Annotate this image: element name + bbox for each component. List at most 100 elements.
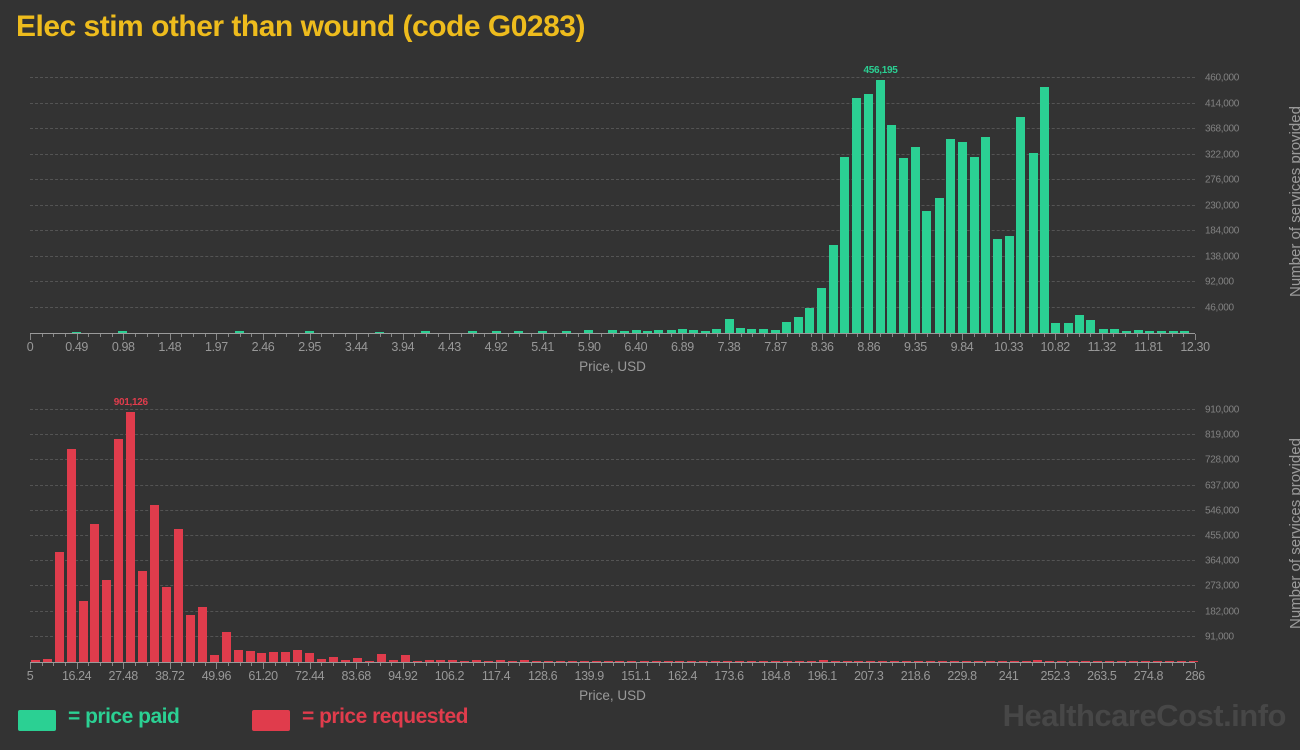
x-axis-tick-label: 2.95: [298, 340, 321, 354]
bar: [758, 660, 768, 662]
bar: [1164, 660, 1174, 662]
bar: [854, 660, 864, 662]
gridline: [30, 560, 1195, 562]
x-axis-minor-tick: [391, 663, 393, 666]
gridline: [30, 255, 1195, 257]
x-axis-tick-label: 241: [998, 669, 1019, 683]
x-axis-minor-tick: [554, 663, 556, 666]
x-axis-minor-tick: [1020, 663, 1022, 666]
bar: [946, 139, 956, 333]
bar: [902, 660, 912, 662]
bar: [1028, 153, 1038, 333]
bar: [712, 329, 722, 333]
x-axis-minor-tick: [880, 663, 882, 666]
gridline: [30, 459, 1195, 461]
gridline: [30, 509, 1195, 511]
x-axis-minor-tick: [1020, 334, 1022, 337]
x-axis-tick-label: 5.41: [531, 340, 554, 354]
x-axis-minor-tick: [880, 334, 882, 337]
bar: [1045, 660, 1055, 662]
bar: [806, 660, 816, 662]
x-axis-tick-label: 263.5: [1087, 669, 1117, 683]
gridline: [30, 128, 1195, 130]
x-axis-minor-tick: [612, 334, 614, 337]
x-axis-tick-label: 0.49: [65, 340, 88, 354]
x-axis-major-tick: [1148, 334, 1150, 340]
x-axis-minor-tick: [787, 334, 789, 337]
x-axis-minor-tick: [833, 663, 835, 666]
bar: [746, 660, 756, 662]
bar: [1109, 329, 1119, 333]
x-axis-minor-tick: [600, 334, 602, 337]
bar: [938, 660, 947, 662]
x-axis-major-tick: [1195, 334, 1196, 340]
x-axis-minor-tick: [41, 334, 43, 337]
x-axis-minor-tick: [1031, 334, 1033, 337]
bar: [78, 601, 88, 662]
x-axis-minor-tick: [647, 663, 649, 666]
gridline: [30, 635, 1195, 637]
x-axis-minor-tick: [845, 663, 847, 666]
x-axis-tick-label: 218.6: [900, 669, 931, 683]
y-axis-tick-label: 273,000: [1205, 580, 1240, 592]
x-axis-minor-tick: [1113, 663, 1115, 666]
x-axis-minor-tick: [181, 663, 183, 666]
bar: [161, 586, 171, 662]
x-axis-minor-tick: [1183, 663, 1185, 666]
x-axis-minor-tick: [973, 663, 975, 666]
x-axis-minor-tick: [461, 663, 463, 666]
x-axis-major-tick: [635, 663, 637, 669]
x-axis-minor-tick: [484, 663, 486, 666]
bar: [234, 331, 244, 333]
x-axis-tick-label: 10.33: [993, 340, 1024, 354]
y-axis-tick-label: 184,000: [1205, 225, 1240, 237]
x-axis-major-tick: [169, 334, 171, 340]
bar: [376, 653, 386, 662]
x-axis-tick-label: 3.44: [344, 340, 368, 354]
x-axis-minor-tick: [507, 663, 509, 666]
x-axis-tick-label: 286: [1185, 669, 1205, 683]
x-axis-tick-label: 9.84: [950, 340, 974, 354]
x-axis-minor-tick: [763, 663, 765, 666]
x-axis-major-tick: [449, 334, 451, 340]
x-axis-major-tick: [216, 663, 218, 669]
bar: [631, 329, 641, 333]
x-axis-minor-tick: [927, 334, 929, 337]
x-axis-tick-label: 173.6: [714, 669, 744, 683]
bar: [118, 331, 128, 333]
x-axis-major-tick: [1055, 334, 1057, 340]
gridline: [30, 153, 1195, 155]
gridline: [30, 610, 1195, 612]
plot-area[interactable]: [30, 395, 1198, 663]
x-axis-title: Price, USD: [579, 688, 646, 703]
plot-area[interactable]: [30, 60, 1195, 334]
legend-paid-swatch: [18, 710, 56, 731]
x-axis-minor-tick: [53, 663, 55, 666]
y-axis-tick-label: 91,000: [1205, 631, 1234, 643]
bar: [887, 124, 897, 333]
x-axis-minor-tick: [332, 334, 334, 337]
bar: [700, 330, 710, 333]
x-axis-tick-label: 16.24: [61, 669, 92, 683]
x-axis-minor-tick: [1183, 334, 1185, 337]
legend: = price paid = price requested: [0, 702, 1300, 744]
bar: [842, 660, 852, 662]
x-axis-major-tick: [729, 663, 730, 669]
x-axis-minor-tick: [938, 334, 940, 337]
x-axis-tick-label: 151.1: [621, 669, 651, 683]
x-axis-tick-label: 252.3: [1040, 669, 1071, 683]
x-axis-major-tick: [1195, 663, 1196, 669]
bar: [1152, 660, 1162, 662]
bar: [532, 660, 542, 662]
bar: [1157, 330, 1167, 333]
bar: [197, 606, 207, 662]
x-axis-major-tick: [1101, 663, 1103, 669]
x-axis-major-tick: [30, 663, 31, 669]
x-axis-minor-tick: [845, 334, 847, 337]
bar: [1063, 323, 1073, 333]
x-axis-minor-tick: [1125, 663, 1127, 666]
y-axis-tick-label: 46,000: [1205, 302, 1234, 313]
bar: [747, 328, 757, 333]
